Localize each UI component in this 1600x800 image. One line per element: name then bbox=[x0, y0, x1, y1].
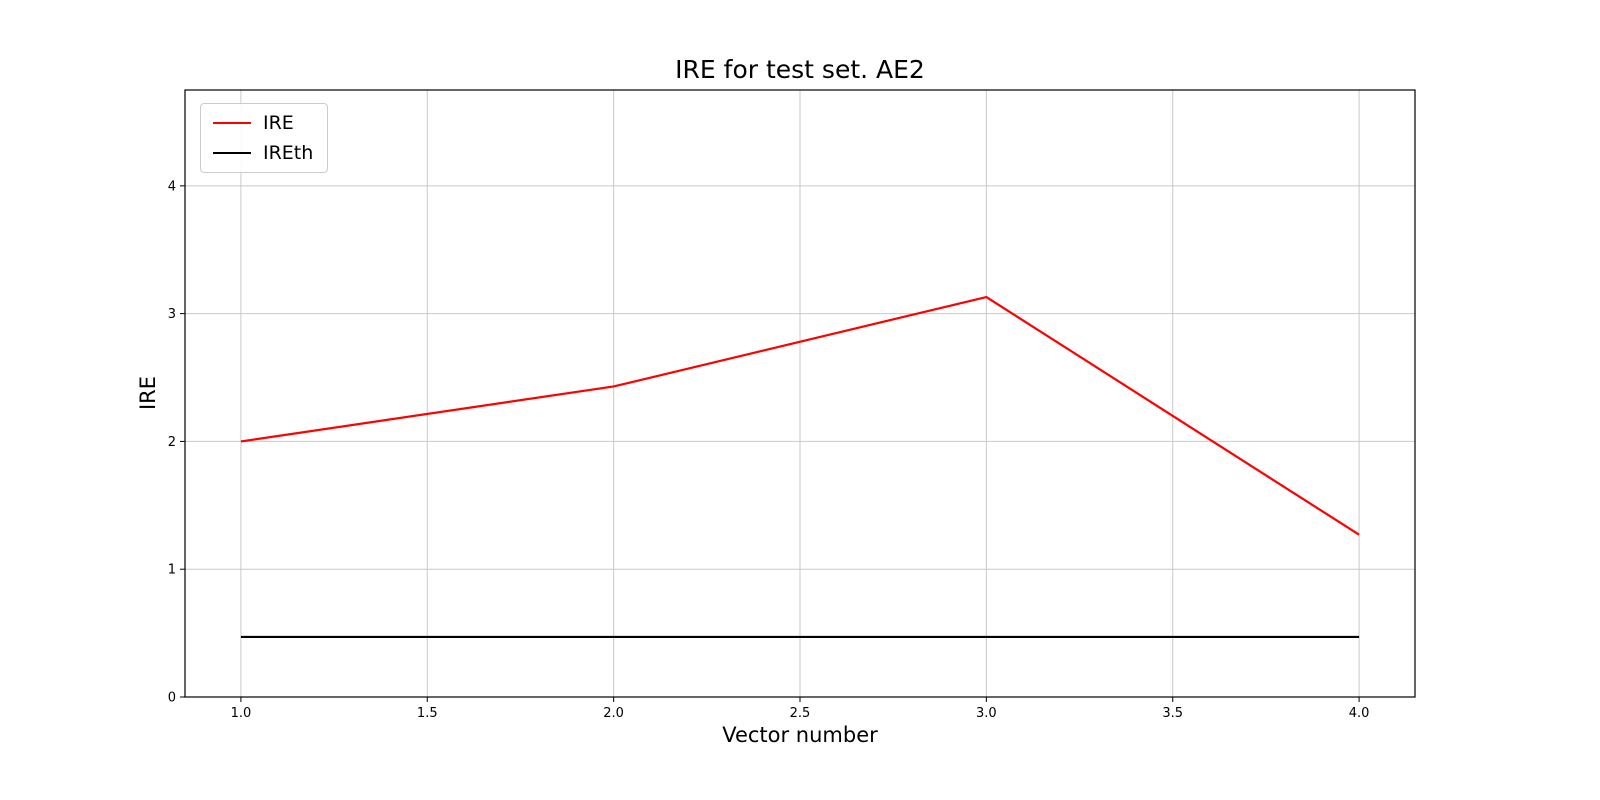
x-tick-label: 3.0 bbox=[976, 706, 997, 721]
legend-item: IREth bbox=[213, 142, 313, 164]
y-tick-label: 3 bbox=[168, 307, 176, 322]
legend-label: IRE bbox=[263, 112, 294, 134]
x-tick-label: 2.0 bbox=[603, 706, 624, 721]
chart-title: IRE for test set. AE2 bbox=[675, 55, 925, 84]
legend-line-swatch bbox=[213, 122, 251, 124]
y-tick-label: 4 bbox=[168, 179, 176, 194]
y-tick-label: 2 bbox=[168, 435, 176, 450]
legend-label: IREth bbox=[263, 142, 314, 164]
x-tick-label: 1.5 bbox=[417, 706, 438, 721]
y-tick-label: 0 bbox=[168, 691, 176, 706]
series-line-ire bbox=[240, 295, 1360, 536]
legend-item: IRE bbox=[213, 112, 313, 134]
y-tick-label: 1 bbox=[168, 563, 176, 578]
x-tick-label: 2.5 bbox=[790, 706, 811, 721]
x-tick-label: 1.0 bbox=[231, 706, 252, 721]
x-tick-label: 4.0 bbox=[1349, 706, 1370, 721]
y-axis-label: IRE bbox=[136, 375, 160, 411]
legend-line-swatch bbox=[213, 152, 251, 154]
x-tick-label: 3.5 bbox=[1162, 706, 1183, 721]
x-axis-label: Vector number bbox=[722, 723, 878, 747]
legend: IRE IREth bbox=[200, 103, 329, 173]
